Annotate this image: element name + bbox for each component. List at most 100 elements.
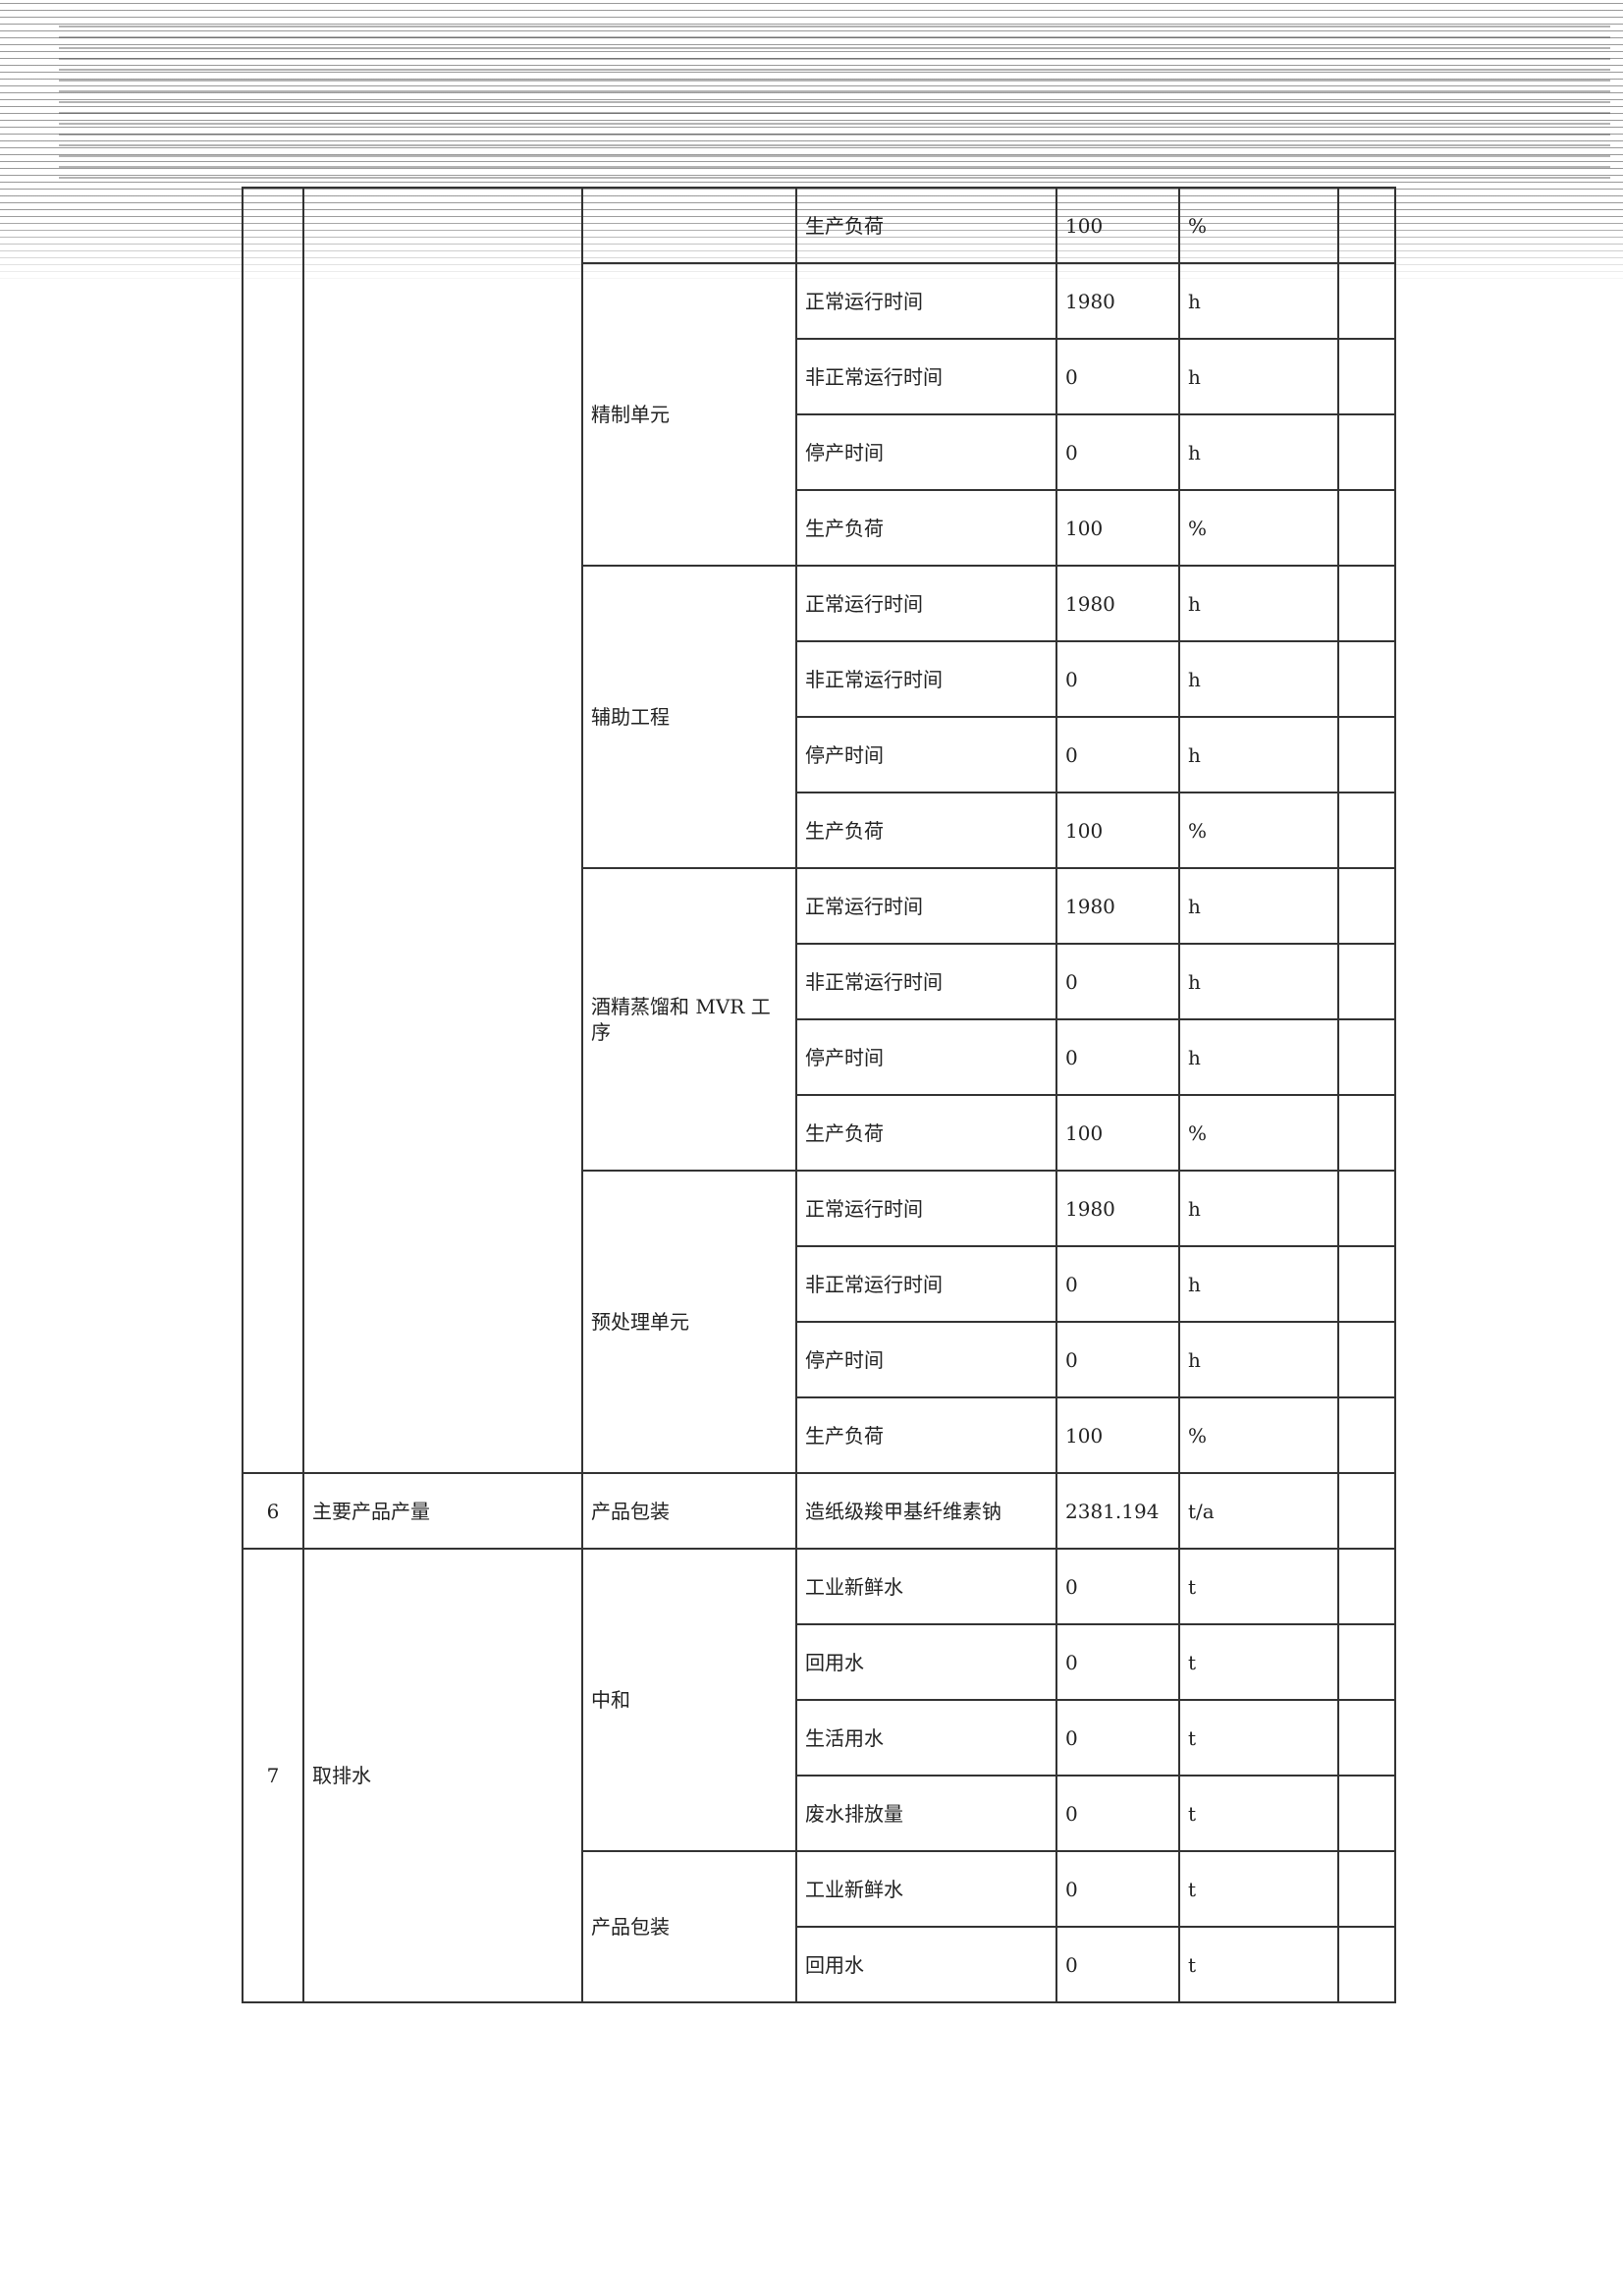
parameter-value: 100 (1055, 1094, 1180, 1172)
parameter-unit: h (1178, 565, 1339, 642)
parameter-name: 正常运行时间 (795, 262, 1057, 340)
parameter-value: 1980 (1055, 262, 1180, 340)
remarks-cell (1337, 640, 1396, 718)
parameter-name: 非正常运行时间 (795, 943, 1057, 1020)
parameter-name: 废水排放量 (795, 1775, 1057, 1852)
parameter-value: 0 (1055, 413, 1180, 491)
parameter-name: 回用水 (795, 1926, 1057, 2003)
table-row: 生产负荷 100% (243, 1094, 1396, 1172)
parameter-name: 工业新鲜水 (795, 1850, 1057, 1928)
parameter-unit: t (1178, 1548, 1339, 1625)
parameter-value: 0 (1055, 1018, 1180, 1096)
parameter-value: 0 (1055, 640, 1180, 718)
table-row: 废水排放量 0 t (243, 1775, 1396, 1852)
table-row: 停产时间 0 h (243, 413, 1396, 491)
parameter-unit: h (1178, 338, 1339, 415)
unit-name: 中和 (581, 1548, 797, 1852)
parameter-unit: h (1178, 943, 1339, 1020)
parameter-value: 0 (1055, 1623, 1180, 1701)
remarks-cell (1337, 1321, 1396, 1398)
parameter-name: 生产负荷 (795, 792, 1057, 869)
parameter-unit: t (1178, 1623, 1339, 1701)
table-row: 生产负荷 100% (243, 792, 1396, 869)
item-category: 取排水 (302, 1548, 583, 2003)
remarks-cell (1337, 1094, 1396, 1172)
parameter-unit: h (1178, 413, 1339, 491)
unit-name: 酒精蒸馏和 MVR 工序 (581, 867, 797, 1172)
table-row: 回用水 0 t (243, 1926, 1396, 2003)
unit-name: 产品包装 (581, 1472, 797, 1550)
remarks-cell (1337, 1245, 1396, 1323)
parameter-unit: h (1178, 1245, 1339, 1323)
parameter-name: 生产负荷 (795, 1094, 1057, 1172)
parameter-unit: % (1178, 489, 1339, 567)
item-number: 7 (242, 1548, 304, 2003)
parameter-unit: h (1178, 640, 1339, 718)
item-number (242, 187, 304, 1474)
table-row: 预处理单元 正常运行时间 1980 h (243, 1170, 1396, 1474)
remarks-cell (1337, 943, 1396, 1020)
parameter-value: 0 (1055, 716, 1180, 793)
parameter-value: 0 (1055, 1775, 1180, 1852)
table-row: 7 取排水 中和 工业新鲜水 0 t (242, 1548, 1396, 2003)
parameter-unit: t (1178, 1699, 1339, 1777)
parameter-unit: % (1178, 1094, 1339, 1172)
table-row: 停产时间 0 h (243, 716, 1396, 793)
remarks-cell (1337, 1472, 1396, 1550)
table-row: 生活用水 0 t (243, 1699, 1396, 1777)
parameter-value: 0 (1055, 1321, 1180, 1398)
parameter-unit: h (1178, 1018, 1339, 1096)
item-category (302, 187, 583, 1474)
parameter-name: 非正常运行时间 (795, 338, 1057, 415)
parameter-name: 停产时间 (795, 716, 1057, 793)
parameter-value: 0 (1055, 1699, 1180, 1777)
parameter-unit: t (1178, 1850, 1339, 1928)
remarks-cell (1337, 565, 1396, 642)
remarks-cell (1337, 338, 1396, 415)
parameter-value: 0 (1055, 1548, 1180, 1625)
parameter-value: 1980 (1055, 565, 1180, 642)
parameter-name: 生产负荷 (795, 187, 1057, 264)
unit-name (581, 187, 797, 264)
parameter-name: 正常运行时间 (795, 867, 1057, 945)
operation-data-table: 生产负荷 100% 精制单元 正常运行时间 1980 h 非正常运行时间 0 h 停产时间 0 h 生产… (242, 187, 1396, 2003)
unit-name: 预处理单元 (581, 1170, 797, 1474)
unit-name: 辅助工程 (581, 565, 797, 869)
parameter-name: 正常运行时间 (795, 565, 1057, 642)
parameter-unit: h (1178, 262, 1339, 340)
table-row: 生产负荷 100% (243, 1396, 1396, 1474)
parameter-name: 生活用水 (795, 1699, 1057, 1777)
parameter-value: 0 (1055, 943, 1180, 1020)
remarks-cell (1337, 1018, 1396, 1096)
parameter-value: 100 (1055, 489, 1180, 567)
parameter-name: 工业新鲜水 (795, 1548, 1057, 1625)
parameter-value: 1980 (1055, 867, 1180, 945)
table-row: 非正常运行时间 0 h (243, 640, 1396, 718)
parameter-unit: h (1178, 867, 1339, 945)
remarks-cell (1337, 262, 1396, 340)
remarks-cell (1337, 792, 1396, 869)
parameter-name: 非正常运行时间 (795, 640, 1057, 718)
table-row: 非正常运行时间 0 h (243, 1245, 1396, 1323)
parameter-name: 停产时间 (795, 413, 1057, 491)
item-category: 主要产品产量 (302, 1472, 583, 1550)
parameter-name: 造纸级羧甲基纤维素钠 (795, 1472, 1057, 1550)
unit-name: 精制单元 (581, 262, 797, 567)
remarks-cell (1337, 413, 1396, 491)
remarks-cell (1337, 1699, 1396, 1777)
remarks-cell (1337, 1623, 1396, 1701)
parameter-unit: h (1178, 716, 1339, 793)
parameter-value: 2381.194 (1055, 1472, 1180, 1550)
remarks-cell (1337, 1396, 1396, 1474)
parameter-name: 回用水 (795, 1623, 1057, 1701)
parameter-value: 100 (1055, 792, 1180, 869)
remarks-cell (1337, 1926, 1396, 2003)
parameter-name: 停产时间 (795, 1018, 1057, 1096)
table-row: 回用水 0 t (243, 1623, 1396, 1701)
parameter-value: 1980 (1055, 1170, 1180, 1247)
remarks-cell (1337, 1548, 1396, 1625)
parameter-value: 0 (1055, 1245, 1180, 1323)
parameter-unit: h (1178, 1170, 1339, 1247)
parameter-value: 100 (1055, 1396, 1180, 1474)
parameter-unit: % (1178, 1396, 1339, 1474)
